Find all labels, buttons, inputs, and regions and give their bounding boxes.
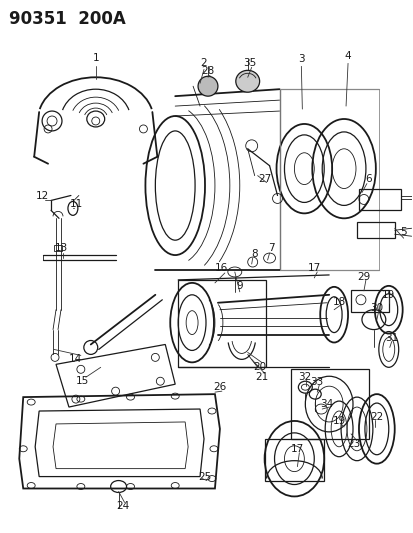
Text: 27: 27 bbox=[258, 174, 271, 183]
Text: 30: 30 bbox=[370, 303, 383, 313]
Text: 11: 11 bbox=[70, 199, 83, 209]
Text: 1: 1 bbox=[93, 53, 99, 63]
Text: 26: 26 bbox=[213, 382, 227, 392]
Text: 17: 17 bbox=[291, 444, 304, 454]
Bar bbox=[54, 245, 62, 251]
Text: 16: 16 bbox=[215, 263, 228, 273]
Bar bbox=[265, 439, 324, 481]
Text: 23: 23 bbox=[347, 439, 361, 449]
Text: 31: 31 bbox=[385, 333, 399, 343]
Bar bbox=[357, 222, 395, 238]
Text: 5: 5 bbox=[400, 227, 407, 237]
Bar bbox=[178, 280, 266, 367]
Text: 28: 28 bbox=[202, 66, 215, 76]
Text: 8: 8 bbox=[252, 249, 258, 259]
Bar bbox=[280, 89, 379, 270]
Text: 19: 19 bbox=[382, 290, 395, 300]
Text: 18: 18 bbox=[332, 297, 346, 307]
Text: 21: 21 bbox=[255, 372, 268, 382]
Text: 24: 24 bbox=[116, 502, 129, 511]
Bar bbox=[351, 290, 389, 312]
Text: 2: 2 bbox=[201, 59, 207, 68]
Text: 17: 17 bbox=[308, 263, 321, 273]
Text: 19: 19 bbox=[332, 416, 346, 426]
Text: 4: 4 bbox=[345, 51, 351, 61]
Text: 29: 29 bbox=[357, 272, 370, 282]
Text: 14: 14 bbox=[69, 354, 83, 365]
Text: 32: 32 bbox=[298, 372, 311, 382]
Text: 33: 33 bbox=[311, 377, 324, 387]
Text: 90351  200A: 90351 200A bbox=[9, 10, 126, 28]
Text: 25: 25 bbox=[198, 472, 211, 482]
Ellipse shape bbox=[198, 76, 218, 96]
Text: 20: 20 bbox=[253, 362, 266, 373]
Text: 15: 15 bbox=[76, 376, 90, 386]
Text: 9: 9 bbox=[237, 281, 243, 291]
Text: 13: 13 bbox=[55, 243, 68, 253]
Bar bbox=[292, 369, 369, 439]
Ellipse shape bbox=[236, 70, 260, 92]
Text: 7: 7 bbox=[268, 243, 275, 253]
Text: 22: 22 bbox=[370, 412, 384, 422]
Text: 35: 35 bbox=[243, 59, 256, 68]
Text: 34: 34 bbox=[320, 399, 334, 409]
Text: 12: 12 bbox=[36, 191, 49, 201]
Text: 6: 6 bbox=[366, 174, 372, 183]
Bar bbox=[359, 189, 401, 211]
Text: 3: 3 bbox=[298, 54, 305, 64]
